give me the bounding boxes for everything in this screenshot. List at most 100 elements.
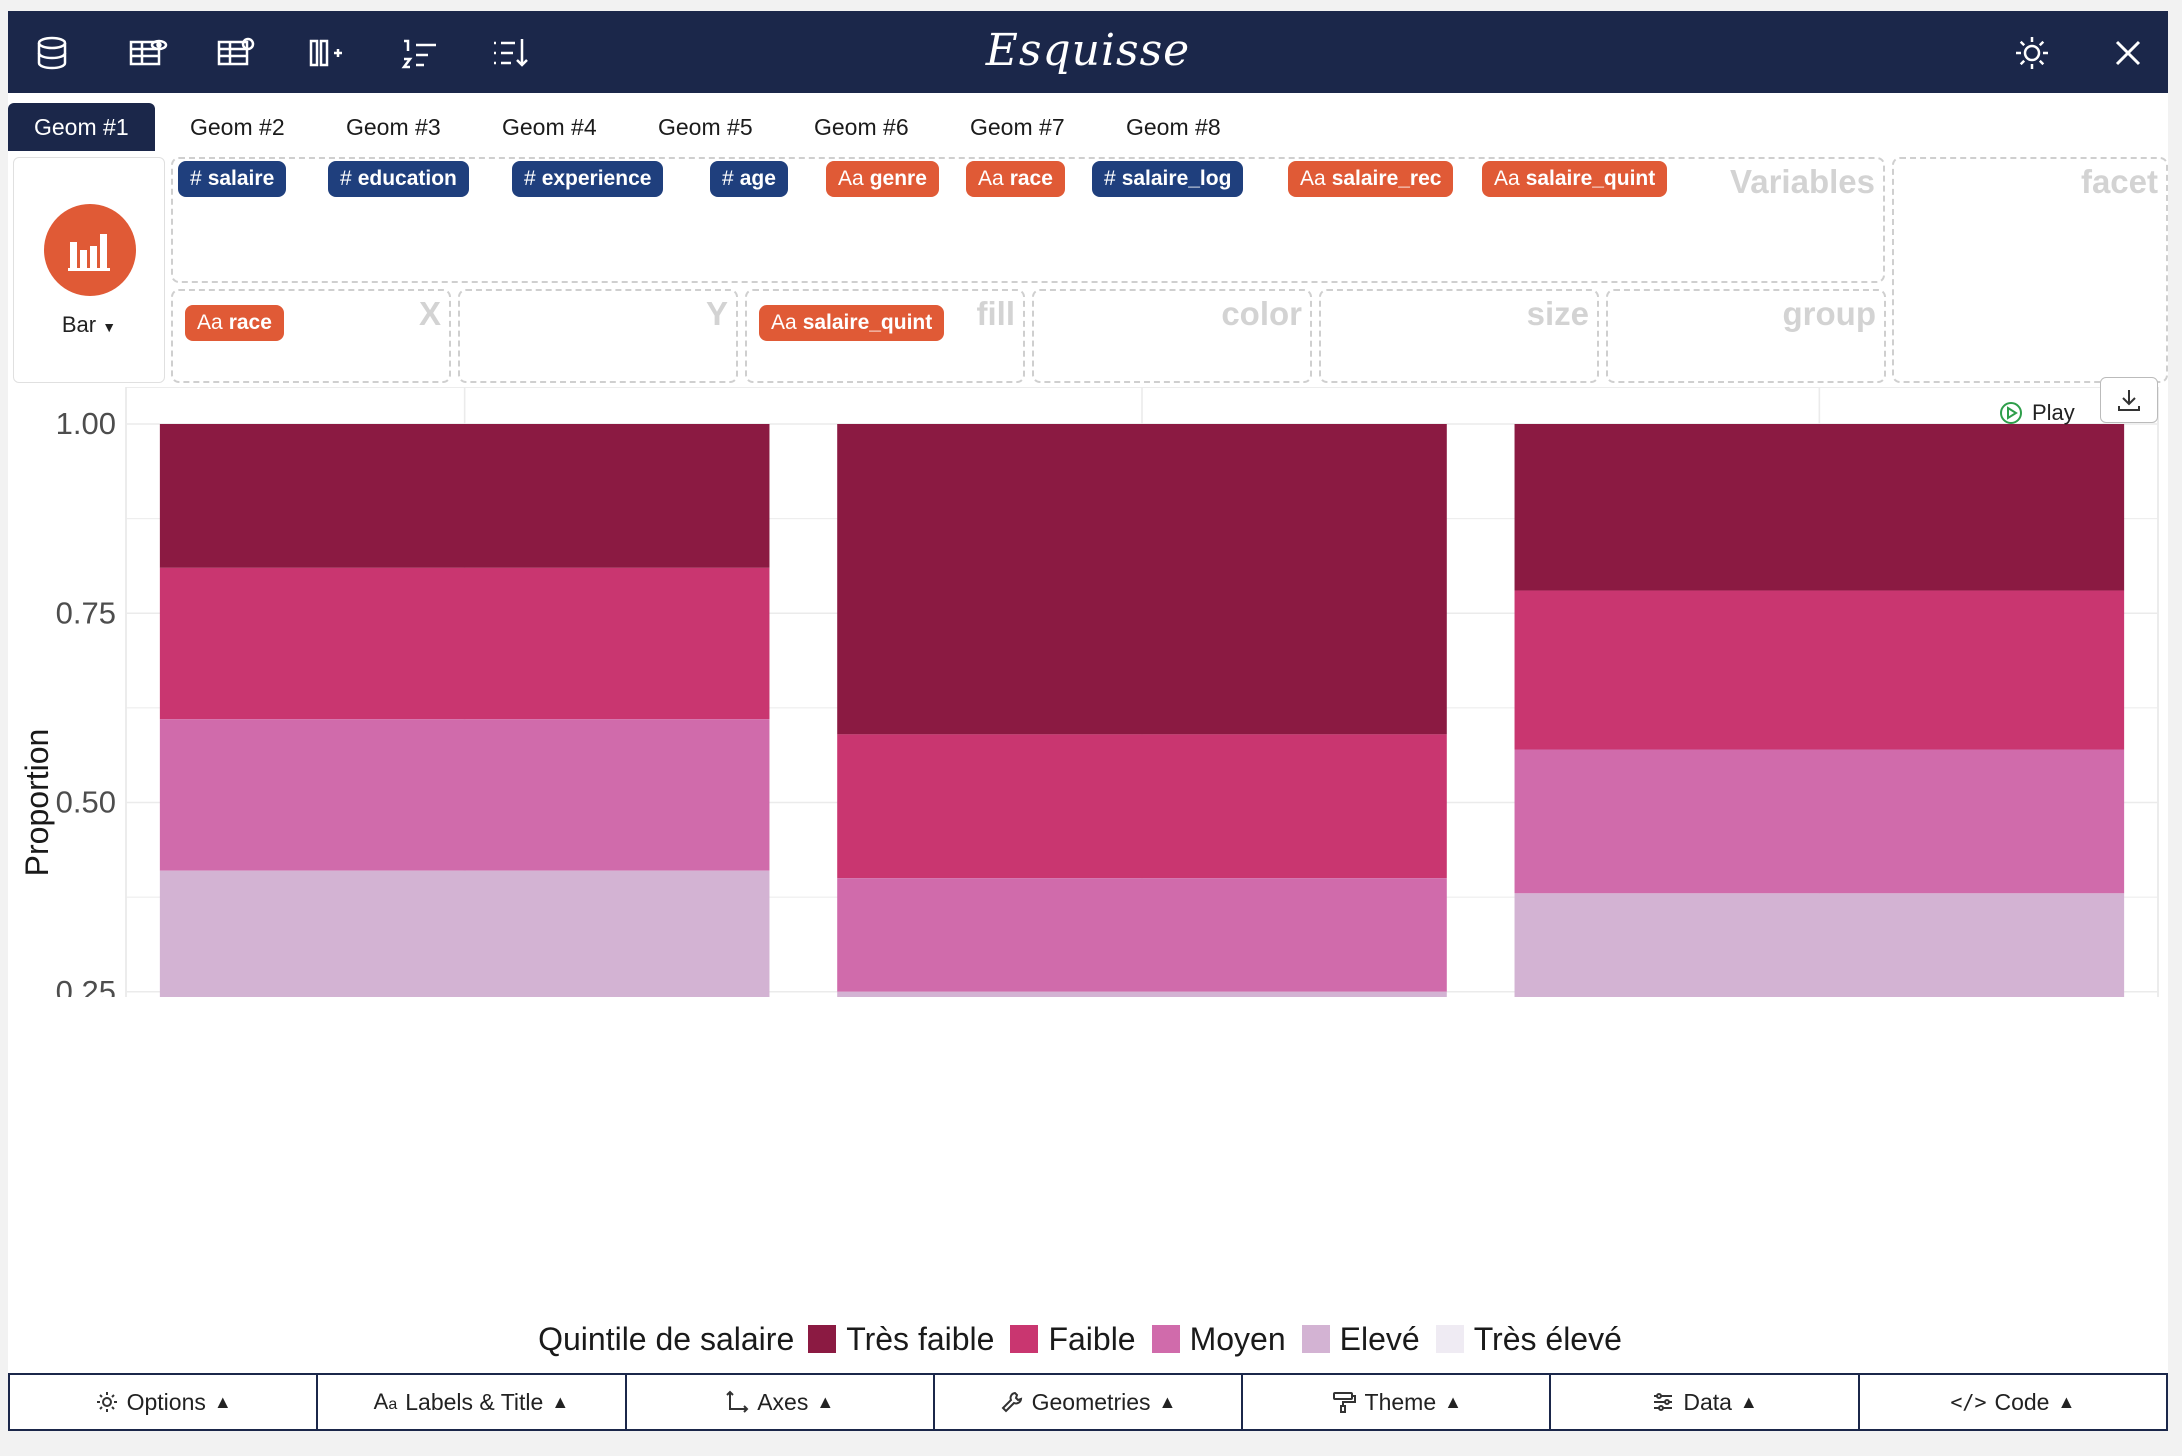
facet-zone[interactable]: facet <box>1892 157 2168 383</box>
color-zone[interactable]: color <box>1032 289 1312 383</box>
fill-zone-label: fill <box>976 295 1016 332</box>
bar-chart: 0.000.250.500.751.00BlancHispaniqueNoirC… <box>19 387 2159 997</box>
bar-segment <box>159 567 770 720</box>
size-zone-label: size <box>1526 295 1589 332</box>
y-zone-label: Y <box>705 295 728 332</box>
labels-title-button[interactable]: Aa Labels & Title ▲ <box>316 1375 625 1429</box>
play-button[interactable]: Play <box>1998 395 2075 431</box>
caret-up-icon: ▲ <box>1444 1391 1462 1412</box>
fill-zone[interactable]: fill Aa salaire_quint <box>745 289 1025 383</box>
code-icon: </> <box>1950 1390 1987 1414</box>
caret-up-icon: ▲ <box>816 1391 835 1412</box>
tab-geom-3[interactable]: Geom #3 <box>346 114 441 140</box>
geom-label: Bar ▼ <box>61 312 117 337</box>
bar-segment <box>1514 424 2125 591</box>
theme-label: Theme <box>1364 1388 1437 1415</box>
axes-button[interactable]: Axes ▲ <box>624 1375 933 1429</box>
options-button[interactable]: Options ▲ <box>8 1375 317 1429</box>
geom-selector[interactable]: Bar ▼ <box>13 157 165 383</box>
facet-zone-label: facet <box>2080 163 2158 200</box>
data-button[interactable]: Data ▲ <box>1549 1375 1858 1429</box>
table-view-icon[interactable] <box>124 29 172 77</box>
variable-pill-age[interactable]: # age <box>710 161 788 197</box>
code-label: Code <box>1994 1388 2050 1415</box>
bar-segment <box>837 878 1447 992</box>
bar-segment <box>159 870 770 997</box>
bar-segment <box>1514 749 2125 894</box>
database-icon[interactable] <box>28 29 76 77</box>
legend-title: Quintile de salaire <box>538 1320 795 1357</box>
mapped-pill-salaire-quint[interactable]: Aa salaire_quint <box>759 305 945 341</box>
tab-geom-4[interactable]: Geom #4 <box>502 114 597 140</box>
theme-button[interactable]: Theme ▲ <box>1241 1375 1550 1429</box>
y-tick-label: 0.75 <box>56 595 116 630</box>
sliders-icon <box>1654 1393 1673 1411</box>
gear-icon[interactable] <box>2008 29 2056 77</box>
legend-item: Elevé <box>1301 1320 1420 1358</box>
bar-segment <box>159 719 770 871</box>
y-zone[interactable]: Y <box>458 289 738 383</box>
variable-pill-salaire[interactable]: # salaire <box>178 161 287 197</box>
tab-geom-2[interactable]: Geom #2 <box>190 114 285 140</box>
variable-pill-salaire-quint[interactable]: Aa salaire_quint <box>1482 161 1668 197</box>
code-button[interactable]: </> Code ▲ <box>1857 1375 2168 1429</box>
filter-sort-icon[interactable] <box>396 29 444 77</box>
size-zone[interactable]: size <box>1319 289 1599 383</box>
y-tick-label: 1.00 <box>56 406 116 441</box>
variable-pill-race[interactable]: Aa race <box>966 161 1065 197</box>
legend-item: Très élevé <box>1435 1320 1622 1358</box>
table-settings-icon[interactable] <box>212 29 260 77</box>
variable-pill-genre[interactable]: Aa genre <box>826 161 939 197</box>
app-title: Esquisse <box>985 25 1191 76</box>
bar-segment <box>1514 590 2125 750</box>
legend-key <box>1010 1325 1039 1353</box>
legend-item: Faible <box>1010 1320 1136 1358</box>
legend-key <box>808 1325 837 1353</box>
tab-geom-8[interactable]: Geom #8 <box>1126 114 1221 140</box>
axes-icon <box>726 1390 749 1413</box>
legend-label: Elevé <box>1339 1320 1420 1357</box>
caret-up-icon: ▲ <box>551 1391 570 1412</box>
tab-geom-1[interactable]: Geom #1 <box>8 103 155 151</box>
close-icon[interactable] <box>2104 29 2152 77</box>
mapped-pill-race[interactable]: Aa race <box>185 305 284 341</box>
variables-zone-label: Variables <box>1730 163 1875 200</box>
variable-pill-salaire-log[interactable]: # salaire_log <box>1092 161 1244 197</box>
gear-icon <box>96 1392 117 1412</box>
tab-geom-6[interactable]: Geom #6 <box>814 114 909 140</box>
y-tick-label: 0.50 <box>56 785 116 820</box>
axes-label: Axes <box>757 1388 809 1415</box>
bar-segment <box>837 734 1447 879</box>
y-axis-label: Proportion <box>19 729 55 877</box>
caret-up-icon: ▲ <box>1739 1391 1758 1412</box>
caret-down-icon: ▼ <box>102 319 117 335</box>
order-list-icon[interactable] <box>486 29 534 77</box>
variable-pill-salaire-rec[interactable]: Aa salaire_rec <box>1288 161 1454 197</box>
add-column-icon[interactable] <box>302 29 350 77</box>
options-label: Options <box>126 1388 206 1415</box>
geometries-button[interactable]: Geometries ▲ <box>932 1375 1242 1429</box>
tab-geom-7[interactable]: Geom #7 <box>970 114 1065 140</box>
play-label: Play <box>2032 400 2075 425</box>
color-zone-label: color <box>1221 295 1302 332</box>
legend-key <box>1301 1325 1330 1353</box>
tab-geom-5[interactable]: Geom #5 <box>658 114 753 140</box>
geom-tabs: Geom #1 Geom #2 Geom #3 Geom #4 Geom #5 … <box>8 103 2168 151</box>
download-icon <box>2118 390 2140 411</box>
bar-segment <box>159 424 770 568</box>
variable-pill-experience[interactable]: # experience <box>512 161 664 197</box>
variable-pill-education[interactable]: # education <box>328 161 469 197</box>
y-tick-label: 0.25 <box>56 974 116 997</box>
esquisse-app: Esquisse Geom #1 Geom #2 Geom #3 Geom #4… <box>8 11 2168 1431</box>
download-button[interactable] <box>2100 377 2158 423</box>
legend-label: Faible <box>1048 1320 1136 1357</box>
data-label: Data <box>1683 1388 1732 1415</box>
x-zone[interactable]: X Aa race <box>171 289 451 383</box>
legend-item: Très faible <box>808 1321 994 1358</box>
play-circle-icon <box>2000 402 2022 424</box>
legend-label: Très élevé <box>1473 1320 1622 1357</box>
chart-legend: Quintile de salaire Très faible Faible M… <box>8 1317 2168 1361</box>
app-header: Esquisse <box>8 11 2168 93</box>
group-zone[interactable]: group <box>1606 289 1886 383</box>
bar-chart-icon <box>44 204 136 296</box>
